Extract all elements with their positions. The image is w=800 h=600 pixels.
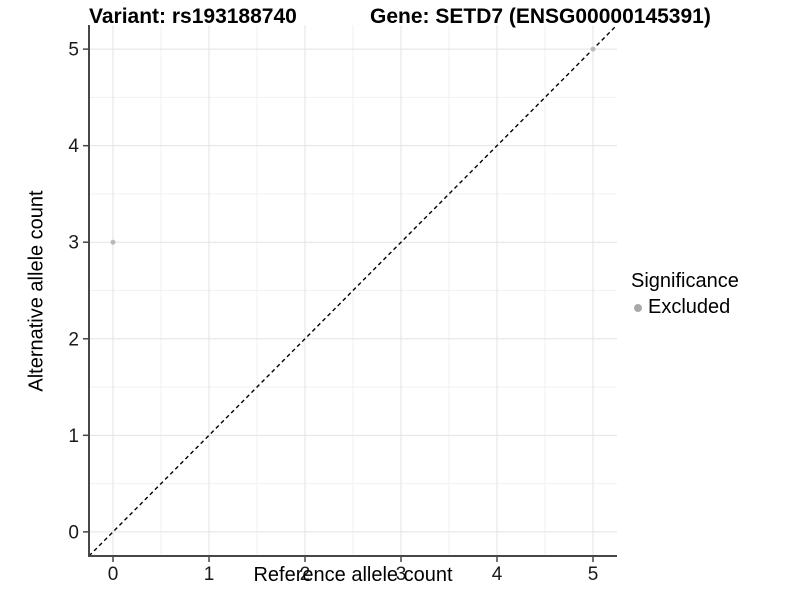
plot-title-gene: Gene: SETD7 (ENSG00000145391) — [370, 5, 711, 28]
y-tick-label: 4 — [68, 136, 79, 157]
y-tick-label: 1 — [68, 426, 79, 447]
legend-point-icon — [634, 303, 642, 312]
plot-title-variant: Variant: rs193188740 — [89, 5, 297, 28]
y-tick-label: 2 — [68, 329, 79, 350]
legend-title: Significance — [631, 270, 739, 292]
y-axis-title: Alternative allele count — [25, 190, 48, 392]
x-tick-label: 3 — [396, 564, 407, 585]
data-point — [590, 46, 596, 52]
x-axis-title: Reference allele count — [253, 564, 453, 586]
y-tick-label: 0 — [68, 522, 79, 543]
legend-item-excluded: Excluded — [634, 296, 739, 319]
x-tick-label: 2 — [300, 564, 311, 585]
legend: Significance Excluded — [631, 270, 739, 319]
y-tick-label: 3 — [68, 233, 79, 254]
data-point — [110, 239, 116, 245]
legend-item-label: Excluded — [648, 296, 731, 318]
x-tick-label: 0 — [108, 564, 119, 585]
x-tick-label: 4 — [492, 564, 503, 585]
y-tick-label: 5 — [68, 40, 79, 61]
x-tick-label: 1 — [204, 564, 215, 585]
identity-reference-line — [88, 24, 618, 557]
x-tick-label: 5 — [588, 564, 599, 585]
